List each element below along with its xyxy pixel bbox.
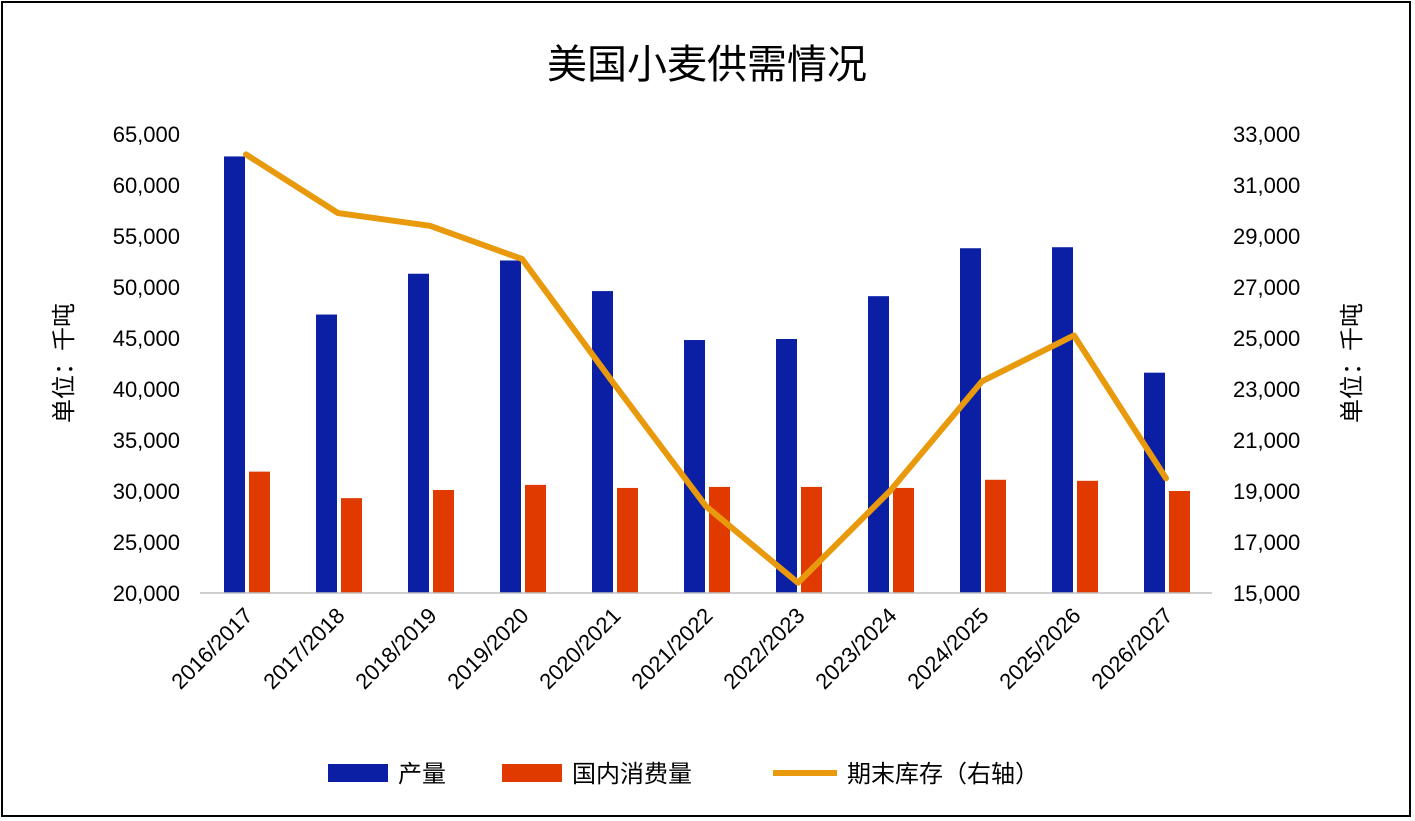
bar-domestic-consumption xyxy=(893,487,914,593)
bar-domestic-consumption xyxy=(525,484,546,593)
left-tick-label: 30,000 xyxy=(113,479,180,504)
bar-series-group xyxy=(224,156,1190,594)
legend-swatch xyxy=(502,764,562,782)
bar-domestic-consumption xyxy=(341,498,362,593)
bar-domestic-consumption xyxy=(1077,480,1098,593)
ending-stocks-point xyxy=(1165,477,1167,480)
right-tick-label: 21,000 xyxy=(1233,428,1300,453)
x-tick-label: 2026/2027 xyxy=(1086,603,1177,694)
x-tick-label: 2025/2026 xyxy=(994,603,1085,694)
right-tick-label: 15,000 xyxy=(1233,581,1300,606)
bar-domestic-consumption xyxy=(985,479,1006,593)
ending-stocks-point xyxy=(521,257,523,260)
bar-domestic-consumption xyxy=(433,489,454,593)
bar-domestic-consumption xyxy=(249,471,270,593)
legend-swatch xyxy=(328,764,388,782)
right-tick-label: 17,000 xyxy=(1233,530,1300,555)
ending-stocks-point xyxy=(1073,334,1075,337)
x-tick-label: 2018/2019 xyxy=(350,603,441,694)
x-tick-label: 2023/2024 xyxy=(810,603,901,694)
bar-production xyxy=(1052,247,1073,593)
bar-production xyxy=(316,314,337,593)
left-tick-label: 25,000 xyxy=(113,530,180,555)
bar-production xyxy=(1144,372,1165,593)
x-tick-label: 2019/2020 xyxy=(442,603,533,694)
right-tick-label: 33,000 xyxy=(1233,122,1300,147)
ending-stocks-point xyxy=(889,490,891,492)
right-axis-ticks: 15,000 17,000 19,000 21,000 23,000 25,000 27,0… xyxy=(1233,122,1300,606)
x-tick-label: 2016/2017 xyxy=(166,603,257,694)
left-tick-label: 40,000 xyxy=(113,377,180,402)
left-tick-label: 35,000 xyxy=(113,428,180,453)
left-axis-ticks: 20,000 25,000 30,000 35,000 40,000 45,000 50,0… xyxy=(113,122,180,606)
bar-production xyxy=(684,340,705,593)
right-tick-label: 19,000 xyxy=(1233,479,1300,504)
right-axis-title: 单位：千吨 xyxy=(1338,303,1366,423)
x-axis-ticks: 2016/2017 2017/2018 2018/2019 2019/2020 2020… xyxy=(166,603,1177,694)
right-tick-label: 29,000 xyxy=(1233,224,1300,249)
ending-stocks-point xyxy=(429,224,431,227)
ending-stocks-point xyxy=(245,153,247,156)
x-tick-label: 2022/2023 xyxy=(718,603,809,694)
x-tick-label: 2017/2018 xyxy=(258,603,349,694)
right-tick-label: 27,000 xyxy=(1233,275,1300,300)
bar-domestic-consumption xyxy=(617,487,638,593)
ending-stocks-point xyxy=(981,380,983,383)
bar-production xyxy=(960,248,981,594)
line-series-group xyxy=(243,151,1169,586)
left-tick-label: 55,000 xyxy=(113,224,180,249)
legend-label: 产量 xyxy=(398,760,446,788)
ending-stocks-point xyxy=(705,505,707,508)
right-tick-label: 25,000 xyxy=(1233,326,1300,351)
ending-stocks-point xyxy=(797,581,799,584)
legend-item-domestic-consumption: 国内消费量 xyxy=(502,760,692,788)
legend-label: 期末库存（右轴） xyxy=(847,760,1039,788)
legend-item-production: 产量 xyxy=(328,760,446,788)
bar-domestic-consumption xyxy=(1169,491,1190,593)
x-tick-label: 2021/2022 xyxy=(626,603,717,694)
ending-stocks-point xyxy=(337,212,339,215)
legend: 产量 国内消费量 期末库存（右轴） xyxy=(328,760,1039,788)
bar-production xyxy=(500,260,521,593)
left-axis-title: 单位：千吨 xyxy=(50,303,78,423)
left-tick-label: 45,000 xyxy=(113,326,180,351)
left-tick-label: 65,000 xyxy=(113,122,180,147)
right-tick-label: 23,000 xyxy=(1233,377,1300,402)
x-tick-label: 2024/2025 xyxy=(902,603,993,694)
chart-title: 美国小麦供需情况 xyxy=(547,42,867,88)
bar-production xyxy=(592,291,613,593)
bar-domestic-consumption xyxy=(709,486,730,593)
right-tick-label: 31,000 xyxy=(1233,173,1300,198)
legend-label: 国内消费量 xyxy=(572,760,692,788)
x-tick-label: 2020/2021 xyxy=(534,603,625,694)
left-tick-label: 50,000 xyxy=(113,275,180,300)
legend-item-ending-stocks: 期末库存（右轴） xyxy=(773,760,1039,788)
bar-production xyxy=(868,296,889,593)
ending-stocks-point xyxy=(613,382,615,385)
bar-production xyxy=(776,339,797,593)
left-tick-label: 20,000 xyxy=(113,581,180,606)
bar-production xyxy=(408,273,429,593)
left-tick-label: 60,000 xyxy=(113,173,180,198)
ending-stocks-line xyxy=(243,151,1169,586)
bar-production xyxy=(224,156,245,593)
